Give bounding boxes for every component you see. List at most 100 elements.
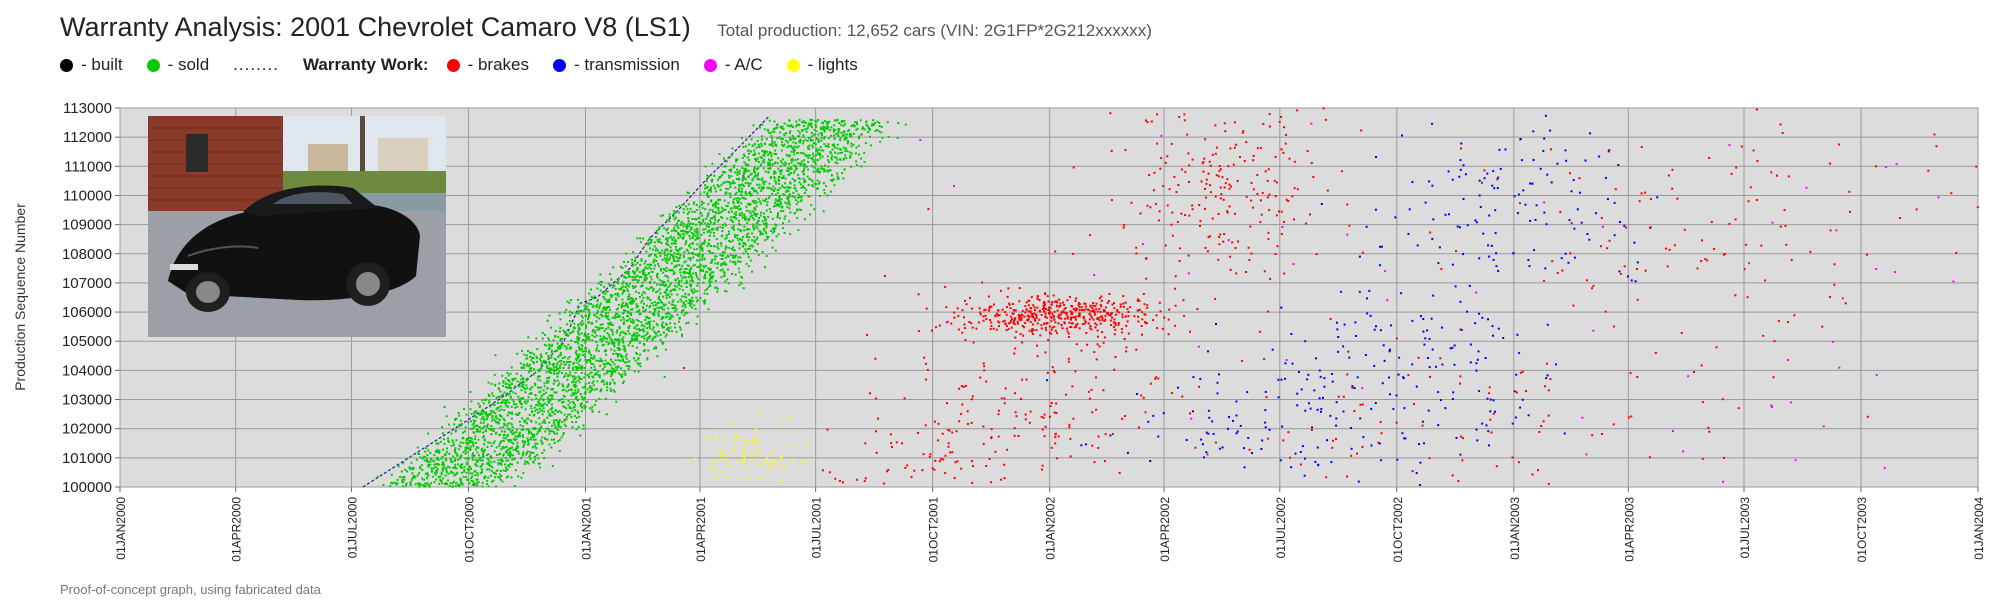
sold-point: [678, 287, 681, 290]
sold-point: [836, 118, 839, 121]
sold-point: [521, 454, 524, 457]
sold-point: [833, 146, 836, 149]
brakes-point: [1004, 387, 1007, 390]
sold-point: [686, 208, 689, 211]
sold-point: [662, 308, 665, 311]
sold-point: [436, 469, 439, 472]
sold-point: [764, 223, 767, 226]
sold-point: [775, 181, 778, 184]
sold-point: [797, 130, 800, 133]
sold-point: [627, 271, 630, 273]
sold-point: [845, 137, 848, 140]
sold-point: [845, 157, 848, 160]
sold-point: [571, 331, 574, 334]
sold-point: [672, 273, 675, 276]
sold-point: [709, 268, 712, 271]
sold-point: [737, 171, 740, 173]
brakes-point: [1092, 302, 1095, 304]
sold-point: [425, 459, 428, 462]
brakes-point: [996, 314, 999, 317]
brakes-point: [1058, 305, 1061, 308]
sold-point: [483, 438, 486, 441]
sold-point: [619, 353, 622, 356]
sold-point: [675, 285, 678, 288]
sold-point: [840, 124, 843, 127]
sold-point: [590, 387, 593, 390]
brakes-point: [1038, 309, 1041, 312]
sold-point: [520, 397, 523, 400]
sold-point: [687, 220, 690, 223]
sold-point: [734, 235, 736, 238]
brakes-point: [1268, 125, 1271, 128]
sold-point: [764, 150, 766, 153]
sold-point: [460, 482, 463, 484]
series-brakes: [682, 107, 1979, 485]
sold-point: [523, 421, 526, 424]
sold-point: [672, 256, 675, 259]
sold-point: [610, 278, 613, 281]
sold-point: [658, 279, 661, 282]
sold-point: [636, 305, 639, 307]
sold-point: [814, 119, 817, 122]
sold-point: [540, 364, 543, 367]
sold-point: [510, 382, 513, 385]
sold-point: [706, 186, 709, 189]
brakes-point: [1065, 312, 1068, 315]
sold-point: [751, 144, 754, 147]
sold-point: [762, 150, 765, 153]
sold-point: [717, 202, 720, 205]
brakes-point: [1091, 307, 1094, 310]
sold-point: [617, 282, 620, 285]
sold-point: [634, 285, 637, 288]
sold-point: [610, 358, 612, 361]
sold-point: [842, 120, 845, 122]
sold-point: [836, 162, 839, 165]
sold-point: [714, 286, 717, 289]
sold-point: [628, 301, 631, 304]
sold-point: [605, 353, 608, 356]
sold-point: [556, 432, 559, 435]
sold-point: [470, 479, 473, 482]
sold-point: [605, 301, 608, 304]
sold-point: [839, 158, 842, 161]
sold-point: [522, 451, 525, 454]
sold-point: [593, 335, 596, 338]
sold-point: [682, 255, 685, 258]
sold-point: [635, 306, 638, 309]
sold-point: [525, 357, 528, 360]
brakes-point: [1234, 247, 1237, 249]
brakes-point: [1025, 378, 1028, 381]
sold-point: [745, 205, 748, 208]
brakes-point: [1245, 271, 1248, 273]
sold-point: [617, 342, 620, 345]
sold-point: [716, 245, 719, 248]
sold-point: [709, 245, 712, 247]
brakes-point: [997, 435, 1000, 438]
sold-point: [458, 484, 461, 487]
brakes-point: [1003, 319, 1006, 322]
brakes-point: [1099, 322, 1102, 325]
sold-point: [806, 139, 809, 142]
sold-point: [622, 360, 625, 363]
brakes-point: [1005, 306, 1008, 308]
sold-point: [733, 216, 736, 219]
sold-point: [756, 250, 758, 253]
sold-point: [668, 329, 671, 332]
sold-point: [683, 275, 686, 278]
sold-point: [672, 255, 675, 258]
sold-point: [538, 391, 541, 394]
sold-point: [588, 391, 591, 394]
sold-point: [691, 218, 694, 220]
sold-point: [621, 267, 624, 270]
brakes-point: [1050, 446, 1053, 449]
sold-point: [668, 296, 671, 299]
sold-point: [471, 456, 474, 459]
sold-point: [614, 314, 617, 317]
sold-point: [753, 166, 756, 169]
brakes-point: [1099, 310, 1102, 313]
sold-point: [626, 284, 629, 287]
sold-point: [782, 210, 785, 212]
brakes-point: [1028, 329, 1031, 332]
sold-point: [642, 310, 645, 313]
sold-point: [574, 409, 577, 412]
